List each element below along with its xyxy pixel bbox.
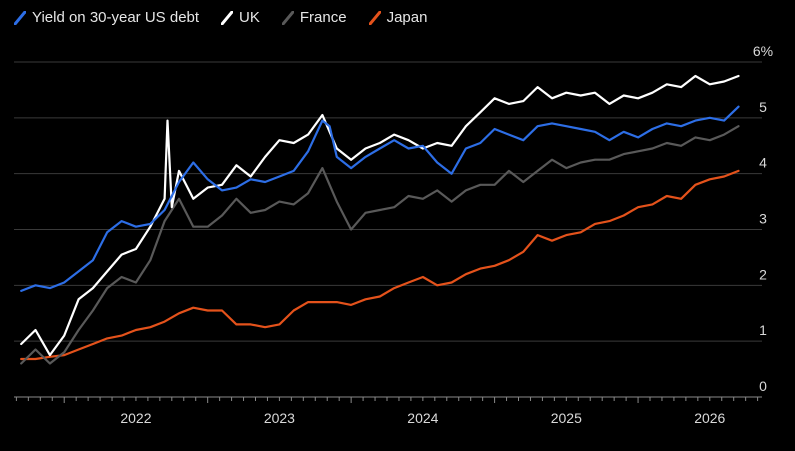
x-tick-label: 2023	[264, 410, 295, 426]
series-line-uk	[20, 74, 740, 357]
series-line-yield-on-30-year-us-debt	[20, 105, 740, 292]
series-line-france	[20, 125, 740, 365]
y-tick-label: 6%	[753, 43, 773, 59]
y-tick-label: 5	[759, 99, 767, 115]
legend-label: UK	[239, 9, 260, 26]
legend-item: France	[281, 9, 347, 26]
x-tick-label: 2026	[694, 410, 725, 426]
legend-label: France	[299, 9, 347, 26]
x-tick-label: 2022	[120, 410, 151, 426]
legend-item: UK	[221, 9, 260, 26]
legend: Yield on 30-year US debt UK France Japan	[14, 9, 427, 26]
legend-swatch-icon	[368, 10, 381, 25]
legend-item: Japan	[368, 9, 428, 26]
legend-label: Japan	[386, 9, 428, 26]
y-tick-label: 0	[759, 378, 767, 394]
legend-swatch-icon	[14, 10, 26, 25]
legend-swatch-icon	[281, 10, 294, 25]
legend-label: Yield on 30-year US debt	[32, 9, 200, 26]
y-tick-label: 3	[759, 211, 767, 227]
y-tick-label: 4	[759, 155, 767, 171]
y-tick-label: 2	[759, 266, 767, 282]
y-tick-label: 1	[759, 322, 767, 338]
legend-swatch-icon	[221, 10, 234, 25]
series-line-japan	[20, 169, 740, 361]
x-tick-label: 2025	[551, 410, 582, 426]
legend-item: Yield on 30-year US debt	[14, 9, 199, 26]
x-tick-label: 2024	[407, 410, 438, 426]
